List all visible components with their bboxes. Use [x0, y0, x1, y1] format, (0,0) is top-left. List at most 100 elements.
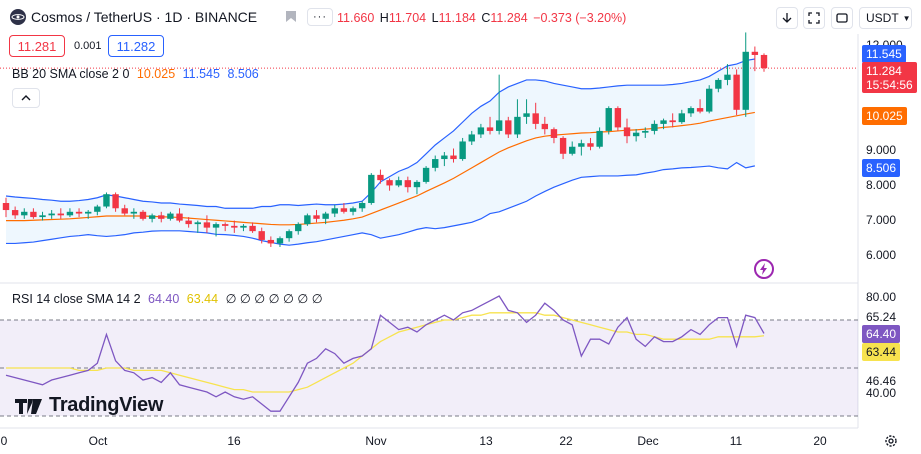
watermark-text: TradingView — [49, 394, 164, 416]
currency-label: USDT — [866, 11, 899, 25]
high-value: 11.704 — [388, 11, 427, 25]
low-label: L — [431, 11, 439, 25]
time-label: Dec — [637, 434, 659, 448]
chevron-down-icon: ▼ — [902, 13, 911, 23]
candle-body — [751, 51, 759, 55]
rsi-sma-line — [6, 312, 765, 393]
lightning-icon[interactable] — [754, 259, 774, 279]
time-label: 22 — [559, 434, 573, 448]
candle-body — [724, 74, 731, 80]
candle-body — [642, 130, 649, 133]
candle-body — [669, 120, 676, 123]
sell-button[interactable]: 11.281 — [9, 35, 65, 57]
gear-icon — [885, 435, 897, 447]
header-bar: Cosmos / TetherUS · 1D · BINANCE ··· 11.… — [0, 0, 921, 34]
candle-body — [221, 224, 229, 226]
low-value: 11.184 — [438, 11, 476, 25]
candle-body — [605, 108, 612, 131]
settings-gear-button[interactable] — [883, 433, 899, 449]
candle-body — [706, 88, 713, 112]
candle-body — [2, 203, 10, 211]
sell-price: 11.281 — [17, 38, 57, 54]
bb-legend[interactable]: BB 20 SMA close 2 0 10.025 11.545 8.506 — [12, 67, 259, 81]
symbol-title[interactable]: Cosmos / TetherUS · 1D · BINANCE — [31, 9, 258, 25]
candle-body — [167, 213, 174, 219]
last-price-badge: 11.284 15:54:56 — [862, 62, 917, 93]
high-label: H — [379, 11, 389, 25]
candle-body — [21, 211, 28, 216]
candle-body — [432, 159, 439, 168]
candle-body — [596, 130, 603, 147]
time-label: 11 — [729, 434, 743, 448]
bb-basis-value: 10.025 — [136, 67, 176, 81]
bb-upper-value: 11.545 — [182, 67, 220, 81]
rsi-tick: 40.00 — [866, 386, 897, 400]
candle-body — [103, 194, 110, 207]
buy-price: 11.282 — [116, 38, 156, 54]
buy-button[interactable]: 11.282 — [108, 35, 164, 57]
rsi-empty-values: ∅ ∅ ∅ ∅ ∅ ∅ ∅ — [225, 292, 323, 306]
arrow-down-icon — [782, 13, 792, 23]
time-label: 0 — [0, 434, 8, 448]
candle-body — [760, 54, 768, 69]
candle-body — [696, 108, 704, 112]
candle-body — [532, 113, 539, 124]
rsi-sma-badge: 63.44 — [862, 343, 901, 361]
expand-icon — [808, 12, 820, 24]
candle-body — [66, 211, 74, 216]
snapshot-button[interactable] — [831, 7, 853, 29]
candle-body — [39, 215, 46, 218]
currency-select[interactable]: USDT ▼ — [859, 7, 912, 29]
candle-body — [550, 129, 558, 138]
rsi-value: 64.40 — [148, 292, 180, 306]
rsi-tick: 80.00 — [866, 290, 897, 304]
candle-body — [258, 231, 265, 240]
download-button[interactable] — [776, 7, 798, 29]
candle-body — [742, 51, 749, 110]
price-tick: 6.000 — [866, 248, 897, 262]
candle-body — [578, 143, 585, 147]
bb-lower-value: 8.506 — [227, 67, 259, 81]
candle-body — [112, 194, 119, 209]
candle-body — [231, 225, 238, 228]
candle-body — [185, 220, 192, 225]
time-label: Nov — [365, 434, 387, 448]
candle-body — [148, 215, 156, 219]
bb-fill — [6, 59, 755, 246]
candle-body — [559, 137, 567, 154]
rsi-legend[interactable]: RSI 14 close SMA 14 2 64.40 63.44 ∅ ∅ ∅ … — [12, 291, 323, 306]
candle-body — [75, 211, 83, 214]
candle-body — [349, 208, 357, 212]
last-price-value: 11.284 — [866, 64, 902, 78]
close-label: C — [481, 11, 491, 25]
bb-lower-line — [6, 161, 755, 246]
candle-body — [450, 155, 457, 160]
time-label: 20 — [813, 434, 827, 448]
candle-body — [11, 210, 19, 216]
bb-lower-badge: 8.506 — [862, 159, 901, 177]
bb-basis-badge: 10.025 — [862, 107, 907, 125]
candle-body — [459, 141, 466, 160]
collapse-legend-button[interactable] — [12, 88, 40, 108]
candle-body — [505, 120, 512, 135]
candle-body — [404, 180, 412, 188]
candle-body — [295, 224, 302, 232]
bb-upper-badge: 11.545 — [862, 45, 906, 63]
candle-body — [651, 123, 658, 131]
spread-value: 0.001 — [74, 40, 102, 52]
more-options-button[interactable]: ··· — [307, 8, 333, 26]
chevron-up-icon — [21, 95, 31, 101]
candle-body — [267, 239, 275, 244]
countdown-value: 15:54:56 — [866, 78, 913, 92]
candle-body — [514, 116, 521, 135]
candle-body — [614, 108, 622, 128]
rsi-tick: 65.24 — [866, 310, 897, 324]
candle-body — [313, 215, 320, 219]
time-label: Oct — [88, 434, 108, 448]
ohlc-values: 11.660 H11.704 L11.184 C11.284 −0.373 (−… — [337, 11, 626, 25]
flag-icon[interactable] — [285, 10, 297, 23]
fullscreen-button[interactable] — [803, 7, 825, 29]
change-value: −0.373 (−3.20%) — [533, 11, 627, 25]
candle-body — [176, 213, 183, 221]
